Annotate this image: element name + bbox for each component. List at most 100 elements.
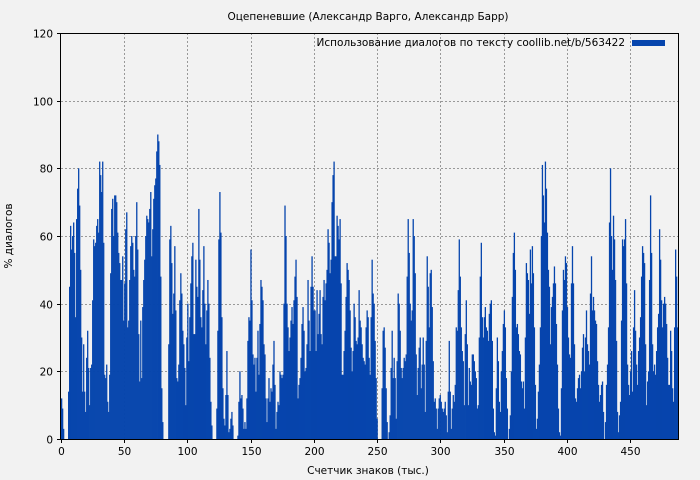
bar [71, 249, 73, 439]
bar [248, 317, 250, 439]
bar [357, 337, 359, 439]
bar [406, 276, 408, 439]
bar [204, 303, 206, 439]
bar [205, 344, 207, 439]
bar [390, 367, 392, 439]
bar [286, 303, 288, 439]
bar [675, 249, 677, 439]
bar [172, 313, 174, 439]
bar [367, 317, 369, 439]
bar [151, 256, 153, 439]
bar [485, 327, 487, 439]
bar [435, 408, 437, 439]
bar [206, 310, 208, 439]
bar [79, 205, 81, 439]
bar [445, 415, 447, 439]
bar [454, 384, 456, 439]
bar [68, 391, 70, 439]
bar [420, 388, 422, 439]
bar [160, 276, 162, 439]
bar [349, 310, 351, 439]
bar [337, 225, 339, 439]
bar [444, 401, 446, 439]
bar [125, 229, 127, 439]
bar [587, 351, 590, 439]
bar [247, 340, 249, 439]
bar [398, 303, 400, 439]
bar [239, 371, 241, 439]
bar [573, 344, 576, 439]
y-tick-label: 20 [40, 367, 53, 379]
bar [386, 422, 388, 439]
bar [664, 303, 667, 439]
bar [439, 395, 441, 439]
bar [283, 303, 285, 439]
bar [562, 269, 565, 439]
bar [672, 401, 675, 439]
bar [193, 334, 195, 439]
bar [332, 175, 334, 439]
bar [442, 411, 444, 439]
bar [658, 229, 661, 439]
bar [158, 141, 160, 439]
bar [601, 381, 604, 439]
bar [111, 208, 113, 439]
bar [162, 422, 164, 439]
bar [226, 351, 228, 439]
bar [314, 310, 316, 439]
bar [422, 337, 424, 439]
bar [523, 408, 526, 439]
bar [184, 367, 186, 439]
x-tick-label: 200 [304, 446, 324, 458]
bar [171, 263, 173, 439]
bar [448, 340, 450, 439]
bar [474, 371, 476, 439]
bar [547, 269, 550, 439]
bar [629, 371, 632, 439]
bar [517, 334, 520, 439]
bar [489, 303, 491, 439]
bar [534, 384, 537, 439]
bar [186, 337, 188, 439]
bar [482, 337, 484, 439]
bar [85, 411, 87, 439]
bar [329, 273, 331, 439]
bar [284, 205, 286, 439]
bar [393, 357, 395, 439]
bar [347, 269, 349, 439]
bar [276, 411, 278, 439]
bar [175, 310, 177, 439]
bar [381, 388, 383, 439]
bar [543, 222, 546, 439]
bar [371, 259, 373, 439]
bar [669, 330, 672, 439]
bar [146, 215, 148, 439]
bar [594, 320, 597, 439]
bar [623, 239, 626, 439]
bar [238, 401, 240, 439]
bar [392, 378, 394, 439]
bar [218, 239, 220, 439]
bar [170, 225, 172, 439]
bar [154, 185, 156, 439]
bar [611, 269, 614, 439]
bar [545, 188, 548, 439]
bar [249, 320, 251, 439]
bar [586, 344, 589, 439]
bar [583, 371, 586, 439]
bar [527, 279, 530, 439]
bar [478, 337, 480, 439]
bar [97, 219, 99, 439]
bar [100, 175, 102, 439]
bar [437, 408, 439, 439]
bar [429, 273, 431, 439]
bar [524, 337, 527, 439]
bar [289, 337, 291, 439]
bar [423, 364, 425, 439]
bar [521, 388, 524, 439]
bar [187, 303, 189, 439]
bar [339, 219, 341, 439]
bar [407, 219, 409, 439]
bar [305, 367, 307, 439]
